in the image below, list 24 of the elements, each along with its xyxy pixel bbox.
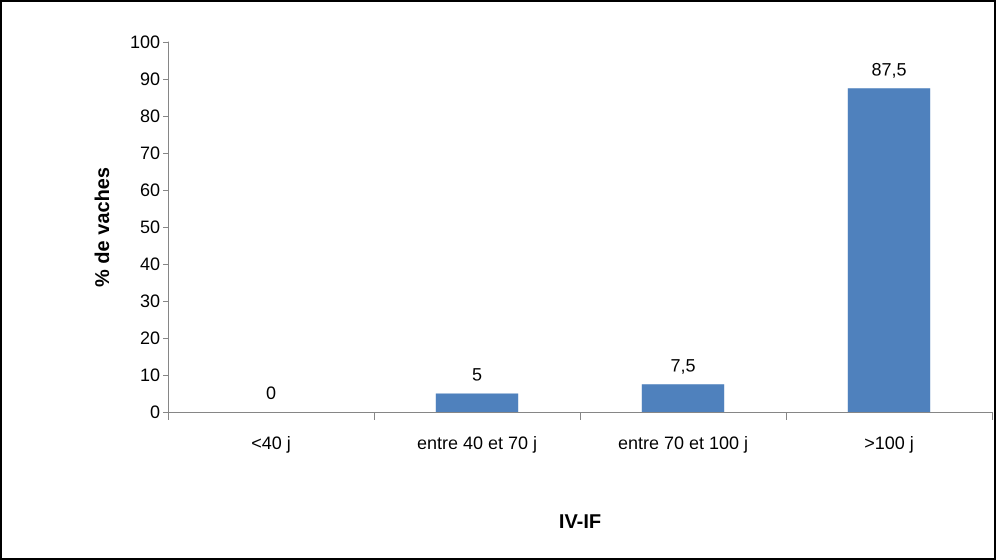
data-label: 0 (266, 383, 276, 403)
data-label: 5 (472, 364, 482, 384)
y-tick-label: 100 (130, 32, 160, 52)
x-tick-label: <40 j (251, 433, 291, 453)
y-tick-label: 30 (140, 291, 160, 311)
data-label: 7,5 (670, 355, 696, 376)
data-label: 87,5 (871, 59, 907, 80)
y-tick-label: 70 (140, 143, 160, 163)
bar (642, 384, 724, 412)
bar (848, 88, 930, 412)
y-tick-label: 20 (140, 328, 160, 348)
y-tick-label: 50 (140, 217, 160, 237)
y-tick-label: 0 (150, 402, 160, 422)
x-tick-label: >100 j (864, 433, 914, 453)
bar (436, 394, 518, 412)
y-tick-label: 10 (140, 365, 160, 385)
y-tick-label: 90 (140, 69, 160, 89)
x-tick-label: entre 70 et 100 j (618, 433, 748, 453)
x-axis-title: IV-IF (558, 511, 602, 533)
y-tick-label: 80 (140, 106, 160, 126)
y-axis-title: % de vaches (92, 166, 114, 288)
x-tick-label: entre 40 et 70 j (416, 433, 538, 453)
y-tick-label: 40 (140, 254, 160, 274)
y-tick-label: 60 (140, 180, 160, 200)
